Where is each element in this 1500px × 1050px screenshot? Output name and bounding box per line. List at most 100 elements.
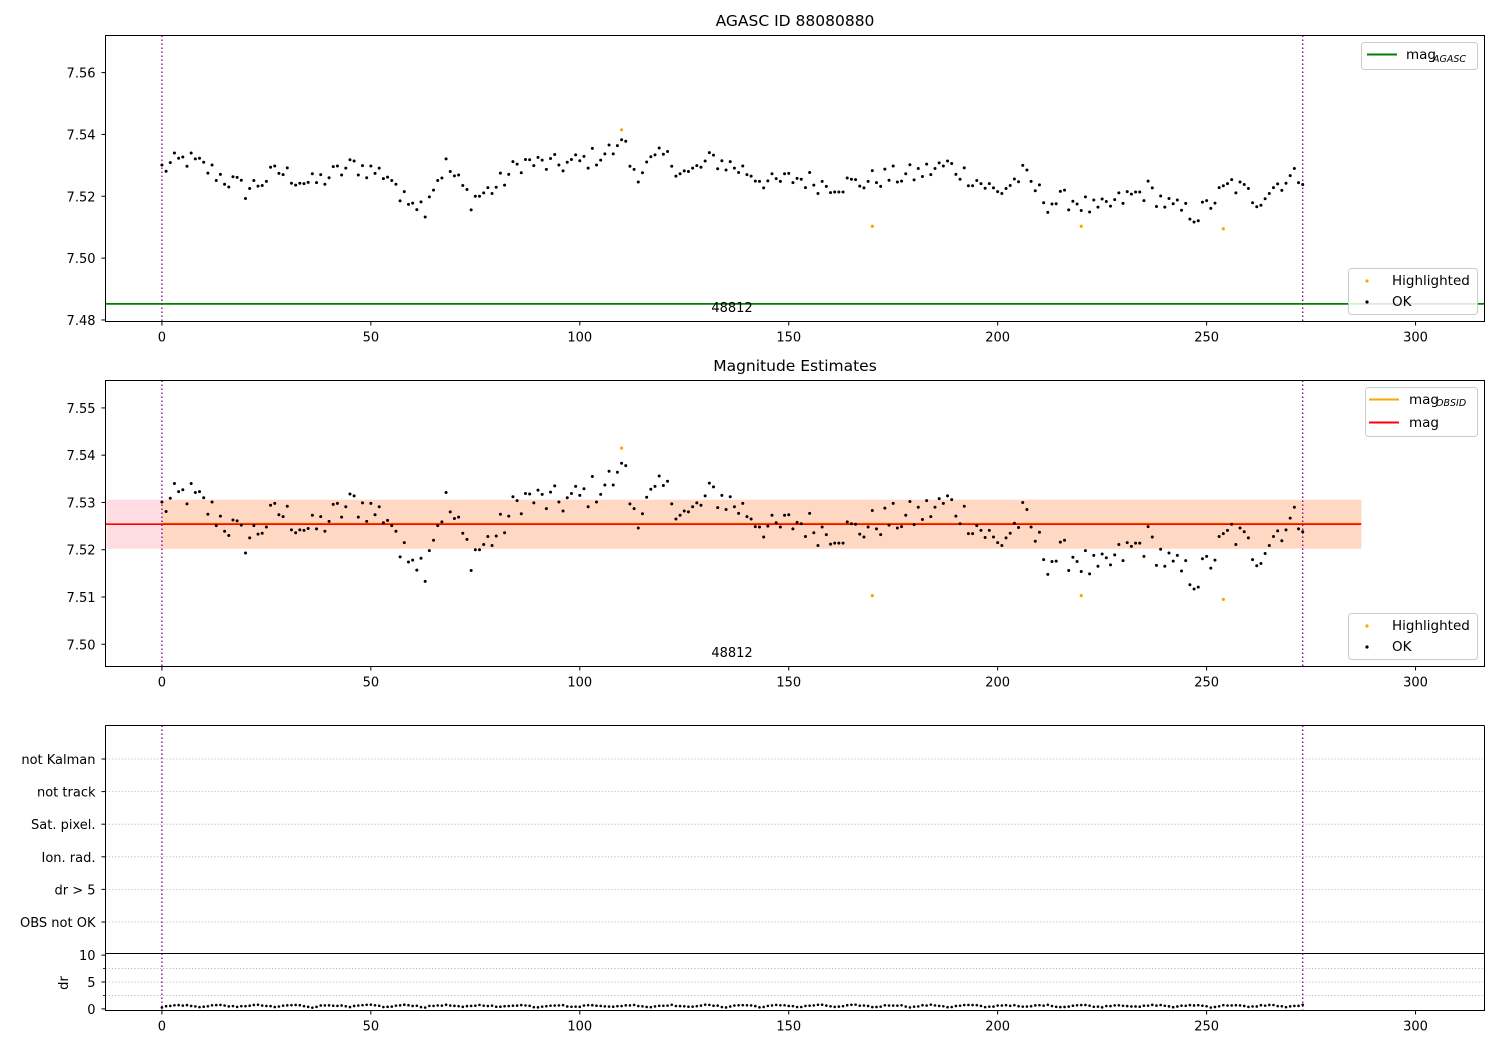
ok-point [553, 153, 557, 157]
legend-ok-label: OK [1392, 639, 1413, 655]
xtick-label: 0 [158, 676, 166, 691]
ok-point [1017, 526, 1021, 530]
dr-point [515, 1004, 519, 1007]
ok-point [632, 507, 636, 511]
dr-point [1033, 1004, 1037, 1007]
ok-point [256, 184, 260, 188]
ok-point [294, 183, 298, 187]
dr-point [1017, 1004, 1020, 1008]
ok-point [227, 534, 231, 538]
dr-point [1100, 1006, 1104, 1009]
ok-point [1071, 555, 1075, 559]
dr-point [988, 1005, 991, 1008]
dr-point [1288, 1005, 1292, 1008]
dr-point [624, 1004, 628, 1007]
ok-point [1192, 220, 1196, 224]
ok-point [348, 158, 352, 162]
ok-point [223, 529, 227, 533]
dr-point [482, 1004, 485, 1007]
ok-point [991, 186, 995, 190]
ok-point [1058, 189, 1062, 193]
dr-point [942, 1004, 945, 1008]
dr-point [411, 1004, 414, 1008]
flag-row-label: OBS not OK [20, 916, 96, 931]
ok-point [1251, 558, 1255, 562]
ok-point [1259, 561, 1263, 565]
ok-point [937, 161, 941, 165]
flag-row-label: not track [37, 786, 96, 801]
dr-point [1067, 1005, 1071, 1008]
ok-point [356, 515, 360, 519]
dr-point [361, 1003, 364, 1007]
dr-point [269, 1004, 272, 1008]
xtick-label: 300 [1403, 676, 1428, 691]
ok-point [327, 176, 331, 180]
dr-point [1180, 1004, 1183, 1007]
legend-highlighted-label: Highlighted [1392, 618, 1470, 634]
ok-point [223, 182, 227, 186]
ok-point [373, 513, 377, 517]
ok-point [1113, 198, 1117, 202]
ok-point [411, 201, 415, 205]
legend-box [1348, 613, 1478, 660]
ok-point [678, 513, 682, 517]
dr-point [983, 1005, 987, 1009]
dr-point [448, 1004, 452, 1007]
dr-point [887, 1004, 891, 1007]
flag-row-label: not Kalman [21, 753, 95, 768]
ok-point [1217, 186, 1221, 190]
dr-point [1263, 1004, 1267, 1007]
ok-point [653, 484, 657, 488]
ok-point [574, 153, 578, 157]
ytick-label: 0 [87, 1003, 95, 1018]
ok-point [707, 151, 711, 155]
ok-point [1263, 552, 1267, 556]
ok-point [983, 186, 987, 190]
dr-point [265, 1004, 268, 1008]
ok-point [1088, 210, 1092, 214]
dr-point [311, 1006, 314, 1009]
dr-point [223, 1004, 226, 1007]
ok-point [954, 514, 958, 518]
dr-point [1042, 1004, 1045, 1007]
ok-point [1154, 204, 1158, 208]
ok-point [590, 146, 594, 150]
ok-point [1054, 559, 1058, 563]
dr-point [1222, 1003, 1225, 1007]
ok-point [1121, 201, 1125, 205]
ok-point [686, 170, 690, 174]
ok-point [950, 162, 954, 166]
dr-point [260, 1004, 264, 1007]
ok-point [586, 505, 590, 509]
ok-point [277, 513, 281, 517]
ok-point [983, 535, 987, 539]
ok-point [849, 177, 853, 181]
ok-point [344, 166, 348, 170]
ok-point [1213, 201, 1217, 205]
ok-point [937, 497, 941, 501]
ok-point [603, 483, 607, 487]
ytick-label: 7.52 [67, 544, 96, 559]
ok-point [962, 504, 966, 508]
ok-point [1159, 194, 1163, 198]
legend-obsid-sub: OBSID [1436, 398, 1466, 409]
ok-point [415, 568, 419, 572]
ok-point [958, 522, 962, 526]
dr-point [891, 1004, 895, 1007]
dr-point [164, 1004, 168, 1008]
dr-point [348, 1005, 352, 1009]
ok-point [991, 535, 995, 539]
ok-point [264, 525, 268, 529]
ok-point [1167, 551, 1171, 555]
ok-point [925, 499, 929, 503]
ok-point [1213, 558, 1217, 562]
ok-point [1180, 569, 1184, 573]
ok-point [452, 174, 456, 178]
ok-point [724, 508, 728, 512]
ok-point [703, 159, 707, 163]
ok-point [1267, 191, 1271, 195]
ok-point [925, 162, 929, 166]
dr-point [1293, 1004, 1296, 1008]
dr-point [524, 1004, 527, 1007]
